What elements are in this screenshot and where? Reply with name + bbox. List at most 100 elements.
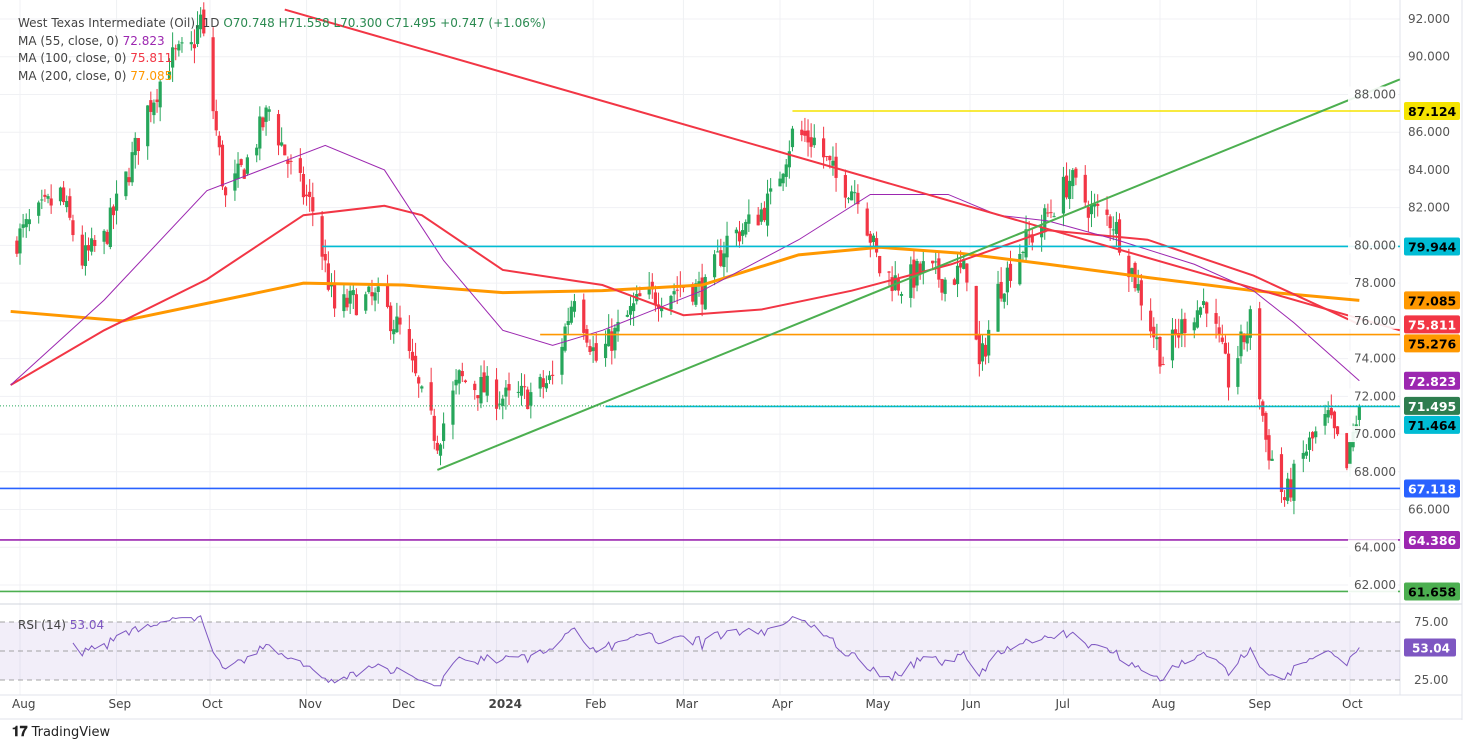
candle-body xyxy=(741,230,745,236)
candle-body xyxy=(591,347,595,352)
candle-body xyxy=(1286,478,1290,501)
candle xyxy=(747,199,751,232)
candle-body xyxy=(1192,322,1196,331)
candle xyxy=(526,386,530,410)
candle xyxy=(607,314,611,347)
candle-body xyxy=(1071,170,1075,187)
time-tick-label: Mar xyxy=(675,697,698,711)
candle xyxy=(1173,318,1178,348)
candle-body xyxy=(40,199,44,201)
candle xyxy=(737,220,742,248)
candle xyxy=(1002,293,1006,309)
candle-body xyxy=(1198,307,1203,315)
candle-body xyxy=(323,254,327,261)
symbol-row: West Texas Intermediate (Oil), 1D O70.74… xyxy=(18,15,546,33)
candle xyxy=(1248,305,1252,350)
candle xyxy=(1152,317,1156,349)
candle-body xyxy=(46,196,50,199)
candle xyxy=(392,319,396,344)
candle xyxy=(1018,244,1022,286)
candle-body xyxy=(501,398,505,406)
candle-body xyxy=(787,151,791,168)
candle-body xyxy=(158,81,162,108)
candle xyxy=(1092,193,1097,218)
candle xyxy=(504,380,508,410)
candle xyxy=(258,106,262,161)
candle xyxy=(937,252,941,288)
candle xyxy=(71,214,75,242)
trendline-green xyxy=(437,78,1401,471)
candle xyxy=(1170,317,1175,369)
candle-body xyxy=(940,278,944,293)
candle-body xyxy=(167,71,172,80)
candle-body xyxy=(102,230,106,242)
candle xyxy=(236,152,240,188)
candle-body xyxy=(934,261,938,263)
time-tick-label: Feb xyxy=(585,697,606,711)
candle xyxy=(21,213,25,238)
candle xyxy=(37,200,41,224)
ma200-legend[interactable]: MA (200, close, 0) 77.085 xyxy=(18,68,546,86)
price-tick-label: 86.000 xyxy=(1408,125,1450,139)
candle-body xyxy=(694,283,698,305)
candle xyxy=(454,369,458,395)
candle xyxy=(1289,467,1293,502)
candle-body xyxy=(283,144,287,156)
candle-body xyxy=(828,155,832,161)
candle-body xyxy=(1226,353,1231,388)
candle-body xyxy=(719,250,723,266)
candle xyxy=(784,158,788,187)
candle-body xyxy=(65,200,69,208)
candle xyxy=(653,285,658,312)
price-tick-label: 90.000 xyxy=(1408,50,1450,64)
candle xyxy=(1005,261,1009,306)
candle-body xyxy=(519,385,524,396)
tradingview-logo[interactable]: 𝟏𝟕 TradingView xyxy=(12,724,110,740)
ma100-legend[interactable]: MA (100, close, 0) 75.811 xyxy=(18,50,546,68)
candle-body xyxy=(413,355,418,374)
candle-body xyxy=(146,105,150,147)
candle-body xyxy=(1345,433,1349,469)
candle xyxy=(24,213,28,238)
candle xyxy=(1282,490,1287,507)
candle xyxy=(494,368,499,421)
candle-body xyxy=(454,379,458,386)
candle xyxy=(177,40,181,57)
price-tick-label-bg xyxy=(1348,86,1398,103)
candle-body xyxy=(264,107,268,122)
candle-body xyxy=(202,9,206,34)
ma55-value: 72.823 xyxy=(122,33,165,48)
candle-body xyxy=(1311,432,1315,439)
candle-body xyxy=(526,389,530,410)
candle xyxy=(239,158,243,168)
candle xyxy=(27,208,31,232)
candle-body xyxy=(909,264,913,298)
candle-body xyxy=(105,231,109,244)
indicator-price-label: 77.085 xyxy=(1408,293,1456,308)
candle xyxy=(501,394,505,420)
candle xyxy=(566,307,570,335)
candle xyxy=(703,274,707,310)
candle xyxy=(1226,342,1231,401)
candle-body xyxy=(563,326,567,351)
candle xyxy=(457,369,461,395)
candle xyxy=(952,277,957,286)
rsi-legend[interactable]: RSI (14) 53.04 xyxy=(18,617,104,635)
candle-body xyxy=(180,42,184,44)
candle-body xyxy=(1348,441,1352,468)
candle-body xyxy=(239,159,243,166)
candle xyxy=(831,146,835,176)
indicator-price-label: 71.495 xyxy=(1408,399,1456,414)
candle-body xyxy=(504,387,508,397)
candle-body xyxy=(1245,333,1249,344)
candle xyxy=(1245,321,1249,352)
candle-body xyxy=(214,111,218,131)
ma55-legend[interactable]: MA (55, close, 0) 72.823 xyxy=(18,33,546,51)
candle-body xyxy=(616,321,620,332)
level-price-label-bg xyxy=(1404,582,1460,601)
candle-body xyxy=(174,48,178,50)
candle-body xyxy=(1335,426,1340,435)
candle-body xyxy=(756,214,760,226)
candle-body xyxy=(482,372,486,393)
